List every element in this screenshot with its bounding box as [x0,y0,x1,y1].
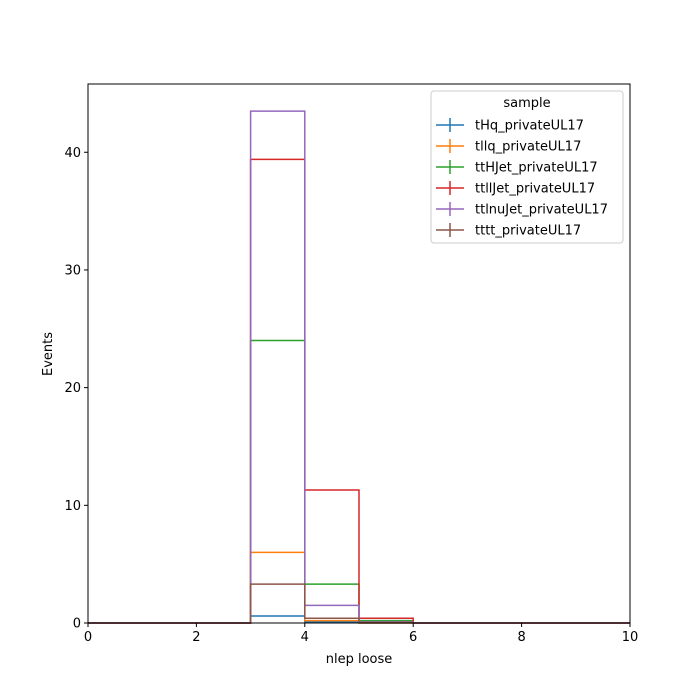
x-tick-label: 6 [409,630,417,645]
legend-box [430,90,624,244]
legend-entry: tllq_privateUL17 [436,139,581,155]
plot-frame [87,83,631,624]
x-axis-ticks: 0 2 4 6 8 10 [84,623,638,645]
y-tick-label: 0 [73,617,81,632]
x-tick-label: 10 [622,630,639,645]
x-tick-label: 0 [84,630,92,645]
y-tick-label: 40 [64,146,81,161]
legend-entry: tHq_privateUL17 [436,118,584,134]
legend-entry: ttHJet_privateUL17 [436,160,598,176]
legend-label: ttllJet_privateUL17 [475,182,595,197]
legend-entries: tHq_privateUL17 tllq_privateUL17 ttHJet_pr… [436,118,608,239]
legend-entry: tttt_privateUL17 [436,223,581,239]
y-tick-label: 20 [64,381,81,396]
x-tick-label: 4 [301,630,309,645]
legend-label: tttt_privateUL17 [475,224,581,239]
y-axis-ticks: 0 10 20 30 40 [64,146,88,632]
legend-entry: ttlnuJet_privateUL17 [436,202,608,218]
x-tick-label: 8 [517,630,525,645]
legend-label: tllq_privateUL17 [475,140,581,155]
legend-label: ttlnuJet_privateUL17 [475,203,608,218]
legend-entry: ttllJet_privateUL17 [436,181,595,197]
legend-label: tHq_privateUL17 [475,119,584,134]
y-tick-label: 30 [64,263,81,278]
x-axis-label: nlep loose [326,652,393,667]
y-axis-label: Events [41,332,56,376]
legend-title: sample [503,96,550,111]
x-tick-label: 2 [192,630,200,645]
legend: sample tHq_privateUL17 tllq_privateUL17tt… [430,90,624,244]
legend-label: ttHJet_privateUL17 [475,161,598,176]
y-tick-label: 10 [64,499,81,514]
